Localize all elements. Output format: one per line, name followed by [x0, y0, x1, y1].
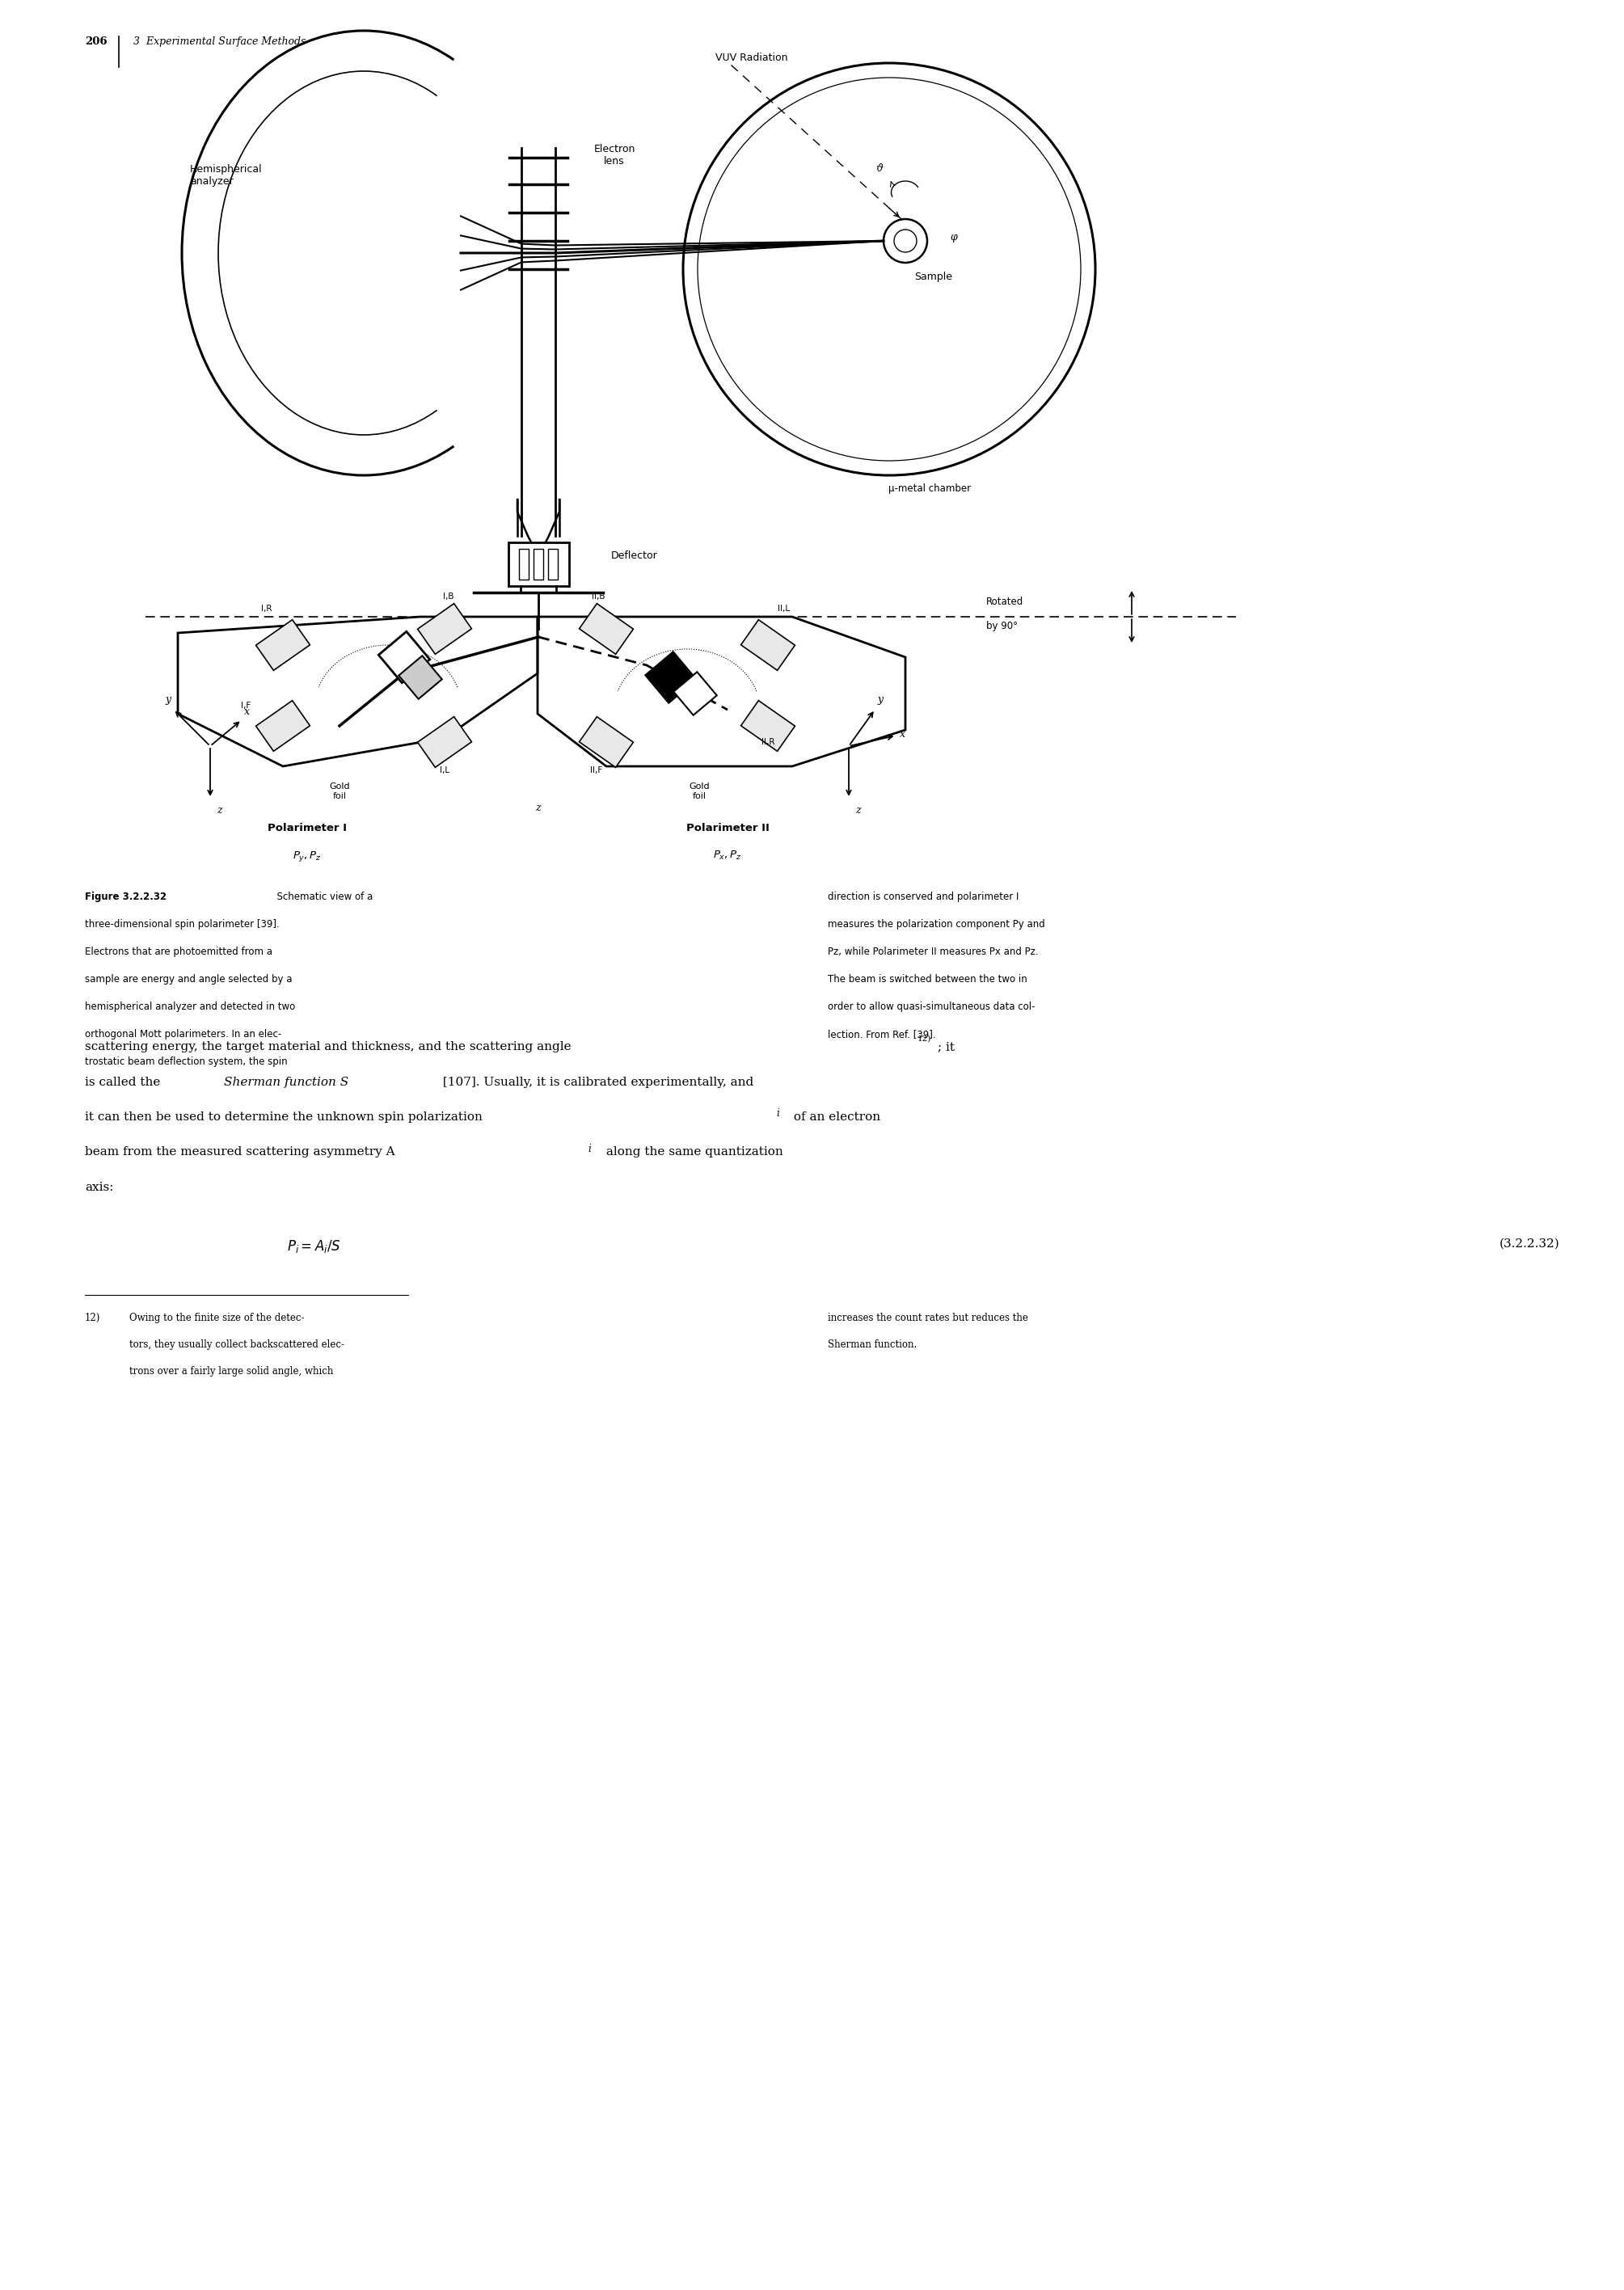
Polygon shape — [257, 701, 310, 751]
Polygon shape — [741, 701, 796, 751]
Text: tors, they usually collect backscattered elec-: tors, they usually collect backscattered… — [130, 1340, 344, 1351]
Text: II,F: II,F — [590, 767, 603, 774]
Text: by 90°: by 90° — [986, 621, 1018, 632]
Polygon shape — [417, 717, 471, 767]
Text: i: i — [588, 1143, 591, 1154]
Text: 12): 12) — [84, 1312, 101, 1324]
Text: x: x — [900, 728, 906, 740]
Polygon shape — [257, 621, 310, 671]
Polygon shape — [508, 543, 568, 586]
Text: y: y — [166, 694, 171, 705]
Text: orthogonal Mott polarimeters. In an elec-: orthogonal Mott polarimeters. In an elec… — [84, 1028, 281, 1040]
Text: measures the polarization component Py and: measures the polarization component Py a… — [828, 918, 1046, 930]
Polygon shape — [520, 550, 529, 579]
Text: II,R: II,R — [762, 737, 775, 747]
Text: scattering energy, the target material and thickness, and the scattering angle: scattering energy, the target material a… — [84, 1042, 572, 1053]
Text: II,L: II,L — [778, 605, 791, 614]
Text: z: z — [534, 804, 541, 813]
Text: φ: φ — [950, 231, 957, 243]
Text: x: x — [244, 708, 250, 717]
Text: along the same quantization: along the same quantization — [603, 1147, 783, 1159]
Text: is called the: is called the — [84, 1076, 164, 1088]
Text: Pz, while Polarimeter II measures Px and Pz.: Pz, while Polarimeter II measures Px and… — [828, 946, 1039, 957]
Text: trostatic beam deflection system, the spin: trostatic beam deflection system, the sp… — [84, 1056, 287, 1067]
Text: 206: 206 — [84, 37, 107, 46]
Text: Gold
foil: Gold foil — [689, 783, 710, 799]
Polygon shape — [741, 621, 796, 671]
Text: I,F: I,F — [240, 701, 250, 710]
Text: VUV Radiation: VUV Radiation — [716, 53, 788, 64]
Text: I,L: I,L — [440, 767, 450, 774]
Text: three-dimensional spin polarimeter [39].: three-dimensional spin polarimeter [39]. — [84, 918, 279, 930]
Text: z: z — [216, 806, 222, 815]
Polygon shape — [674, 671, 716, 714]
Text: II,B: II,B — [591, 593, 604, 600]
Text: [107]. Usually, it is calibrated experimentally, and: [107]. Usually, it is calibrated experim… — [438, 1076, 754, 1088]
Text: Gold
foil: Gold foil — [330, 783, 349, 799]
Text: (3.2.2.32): (3.2.2.32) — [1499, 1239, 1559, 1250]
Text: order to allow quasi-simultaneous data col-: order to allow quasi-simultaneous data c… — [828, 1001, 1036, 1012]
Text: Sample: Sample — [914, 273, 953, 282]
Text: $P_y,P_z$: $P_y,P_z$ — [292, 850, 322, 863]
Text: Electron
lens: Electron lens — [594, 144, 635, 167]
Polygon shape — [400, 655, 442, 698]
Text: Electrons that are photoemitted from a: Electrons that are photoemitted from a — [84, 946, 273, 957]
Text: axis:: axis: — [84, 1182, 114, 1193]
Text: 3  Experimental Surface Methods: 3 Experimental Surface Methods — [133, 37, 305, 46]
Polygon shape — [580, 605, 633, 655]
Text: $P_x,P_z$: $P_x,P_z$ — [713, 850, 742, 861]
Text: I,B: I,B — [443, 593, 455, 600]
Text: increases the count rates but reduces the: increases the count rates but reduces th… — [828, 1312, 1028, 1324]
Text: it can then be used to determine the unknown spin polarization: it can then be used to determine the unk… — [84, 1111, 487, 1122]
Polygon shape — [534, 550, 542, 579]
Text: The beam is switched between the two in: The beam is switched between the two in — [828, 973, 1028, 985]
Text: Polarimeter II: Polarimeter II — [685, 822, 770, 834]
Text: Polarimeter I: Polarimeter I — [268, 822, 348, 834]
Text: ; it: ; it — [937, 1042, 955, 1053]
Text: Figure 3.2.2.32: Figure 3.2.2.32 — [84, 891, 167, 902]
Text: Hemispherical
analyzer: Hemispherical analyzer — [190, 165, 263, 188]
Text: Deflector: Deflector — [611, 552, 658, 561]
Text: Sherman function.: Sherman function. — [828, 1340, 918, 1351]
Text: Sherman function S: Sherman function S — [224, 1076, 349, 1088]
Text: Owing to the finite size of the detec-: Owing to the finite size of the detec- — [130, 1312, 304, 1324]
Text: trons over a fairly large solid angle, which: trons over a fairly large solid angle, w… — [130, 1367, 333, 1376]
Polygon shape — [378, 632, 430, 682]
Text: direction is conserved and polarimeter I: direction is conserved and polarimeter I — [828, 891, 1020, 902]
Text: Rotated: Rotated — [986, 598, 1023, 607]
Text: $P_i = A_i/S$: $P_i = A_i/S$ — [287, 1239, 341, 1255]
Text: Schematic view of a: Schematic view of a — [271, 891, 374, 902]
Text: of an electron: of an electron — [789, 1111, 880, 1122]
Polygon shape — [547, 550, 557, 579]
Polygon shape — [580, 717, 633, 767]
Polygon shape — [417, 605, 471, 655]
Text: z: z — [856, 806, 861, 815]
Text: I,R: I,R — [261, 605, 273, 614]
Text: sample are energy and angle selected by a: sample are energy and angle selected by … — [84, 973, 292, 985]
Text: i: i — [776, 1108, 780, 1120]
Text: μ-metal chamber: μ-metal chamber — [888, 483, 971, 495]
Text: ϑ: ϑ — [875, 163, 883, 174]
Text: hemispherical analyzer and detected in two: hemispherical analyzer and detected in t… — [84, 1001, 296, 1012]
Text: y: y — [877, 694, 883, 705]
Text: 12): 12) — [918, 1035, 932, 1042]
Text: lection. From Ref. [39].: lection. From Ref. [39]. — [828, 1028, 935, 1040]
Text: beam from the measured scattering asymmetry A: beam from the measured scattering asymme… — [84, 1147, 395, 1159]
Polygon shape — [645, 653, 697, 703]
